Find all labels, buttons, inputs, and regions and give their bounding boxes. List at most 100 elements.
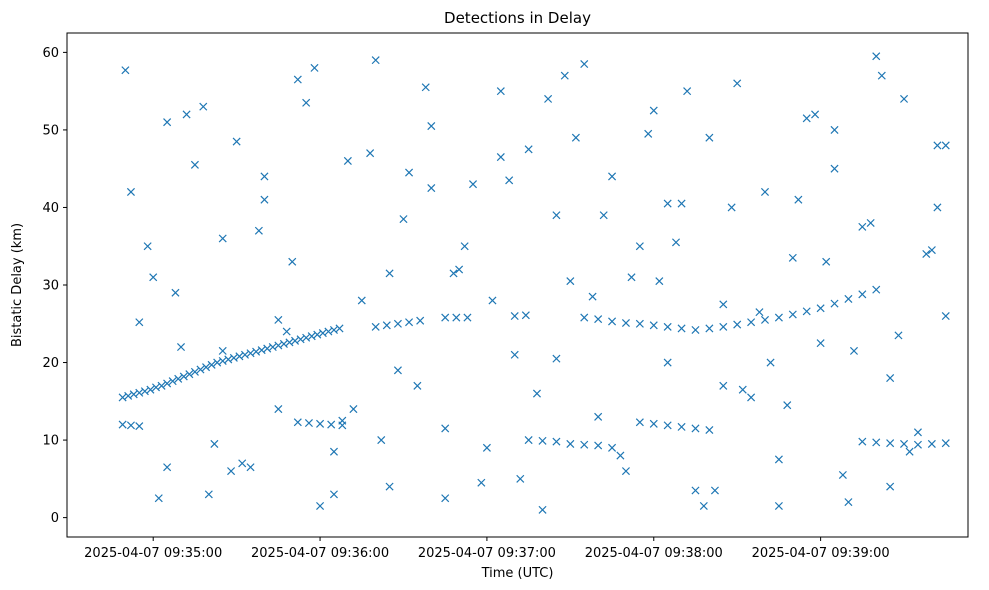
data-point — [747, 393, 756, 402]
data-point — [933, 203, 942, 212]
data-point — [621, 318, 630, 328]
data-point — [118, 420, 127, 429]
data-point — [204, 490, 213, 499]
data-point — [210, 439, 219, 448]
data-point — [416, 316, 425, 325]
data-point — [705, 324, 714, 333]
data-point — [905, 447, 914, 456]
data-point — [252, 347, 261, 356]
data-point — [816, 339, 825, 348]
data-point — [886, 374, 895, 383]
data-point — [844, 498, 853, 507]
data-point — [872, 52, 881, 61]
data-point — [302, 333, 311, 342]
data-point — [441, 424, 450, 433]
data-point — [441, 494, 450, 503]
data-point — [218, 356, 227, 366]
data-point — [705, 133, 714, 142]
data-point — [327, 420, 336, 429]
data-point — [196, 365, 205, 374]
data-point — [719, 300, 728, 309]
data-point — [227, 467, 236, 476]
data-point — [571, 133, 580, 142]
data-point — [126, 187, 135, 196]
data-point — [146, 385, 155, 394]
data-point — [941, 311, 950, 321]
data-point — [663, 358, 672, 367]
x-tick-label: 2025-04-07 09:35:00 — [84, 546, 222, 561]
data-point — [291, 336, 300, 345]
data-point — [858, 290, 867, 299]
data-point — [858, 222, 867, 231]
data-point — [760, 187, 770, 196]
data-point — [552, 437, 561, 446]
data-point — [738, 385, 747, 394]
data-point — [124, 391, 133, 400]
data-point — [524, 145, 533, 154]
data-point — [783, 401, 792, 410]
data-point — [190, 160, 199, 169]
data-point — [202, 363, 211, 372]
data-point — [900, 439, 909, 448]
data-point — [405, 318, 414, 327]
data-point — [179, 372, 188, 381]
data-point — [927, 246, 936, 255]
data-point — [482, 443, 491, 452]
data-point — [544, 94, 553, 103]
data-point — [185, 370, 194, 379]
data-point — [635, 242, 644, 251]
data-point — [163, 379, 172, 388]
data-point — [811, 110, 820, 119]
data-point — [747, 318, 756, 327]
data-point — [516, 474, 525, 483]
data-point — [316, 501, 325, 511]
data-point — [830, 164, 839, 173]
data-point — [288, 257, 297, 266]
data-point — [324, 327, 333, 336]
y-tick-label: 30 — [42, 279, 59, 294]
data-point — [335, 324, 344, 333]
data-point — [118, 393, 127, 402]
data-point — [163, 463, 172, 472]
data-point — [538, 505, 547, 514]
data-point — [254, 226, 263, 235]
data-point — [199, 102, 208, 111]
y-tick-label: 60 — [42, 46, 59, 61]
data-point — [246, 463, 255, 472]
data-point — [608, 317, 617, 326]
data-point — [318, 329, 327, 338]
data-point — [844, 294, 853, 303]
data-point — [393, 319, 402, 328]
data-point — [941, 141, 950, 150]
data-point — [279, 339, 288, 348]
data-point — [644, 129, 653, 138]
data-point — [316, 419, 325, 428]
data-point — [285, 338, 294, 347]
y-tick-label: 0 — [51, 511, 59, 526]
data-point — [760, 315, 770, 324]
data-point — [649, 419, 658, 428]
data-point — [496, 153, 505, 162]
data-point — [699, 501, 708, 511]
data-point — [460, 242, 469, 251]
data-point — [413, 381, 422, 390]
data-point — [635, 319, 644, 328]
data-point — [655, 277, 664, 286]
data-point — [163, 118, 172, 127]
data-point — [385, 269, 394, 278]
data-point — [671, 238, 681, 247]
data-point — [635, 418, 644, 427]
data-point — [377, 436, 386, 445]
data-point — [872, 438, 881, 447]
data-point — [455, 265, 464, 274]
data-point — [488, 296, 497, 305]
data-point — [663, 421, 672, 430]
data-point — [774, 455, 783, 464]
data-point — [941, 439, 950, 448]
y-axis: 0 10 20 30 40 50 60 — [42, 46, 67, 526]
data-point — [849, 346, 859, 355]
data-point — [263, 344, 272, 353]
data-point — [293, 75, 302, 84]
x-axis-title: Time (UTC) — [481, 566, 554, 581]
